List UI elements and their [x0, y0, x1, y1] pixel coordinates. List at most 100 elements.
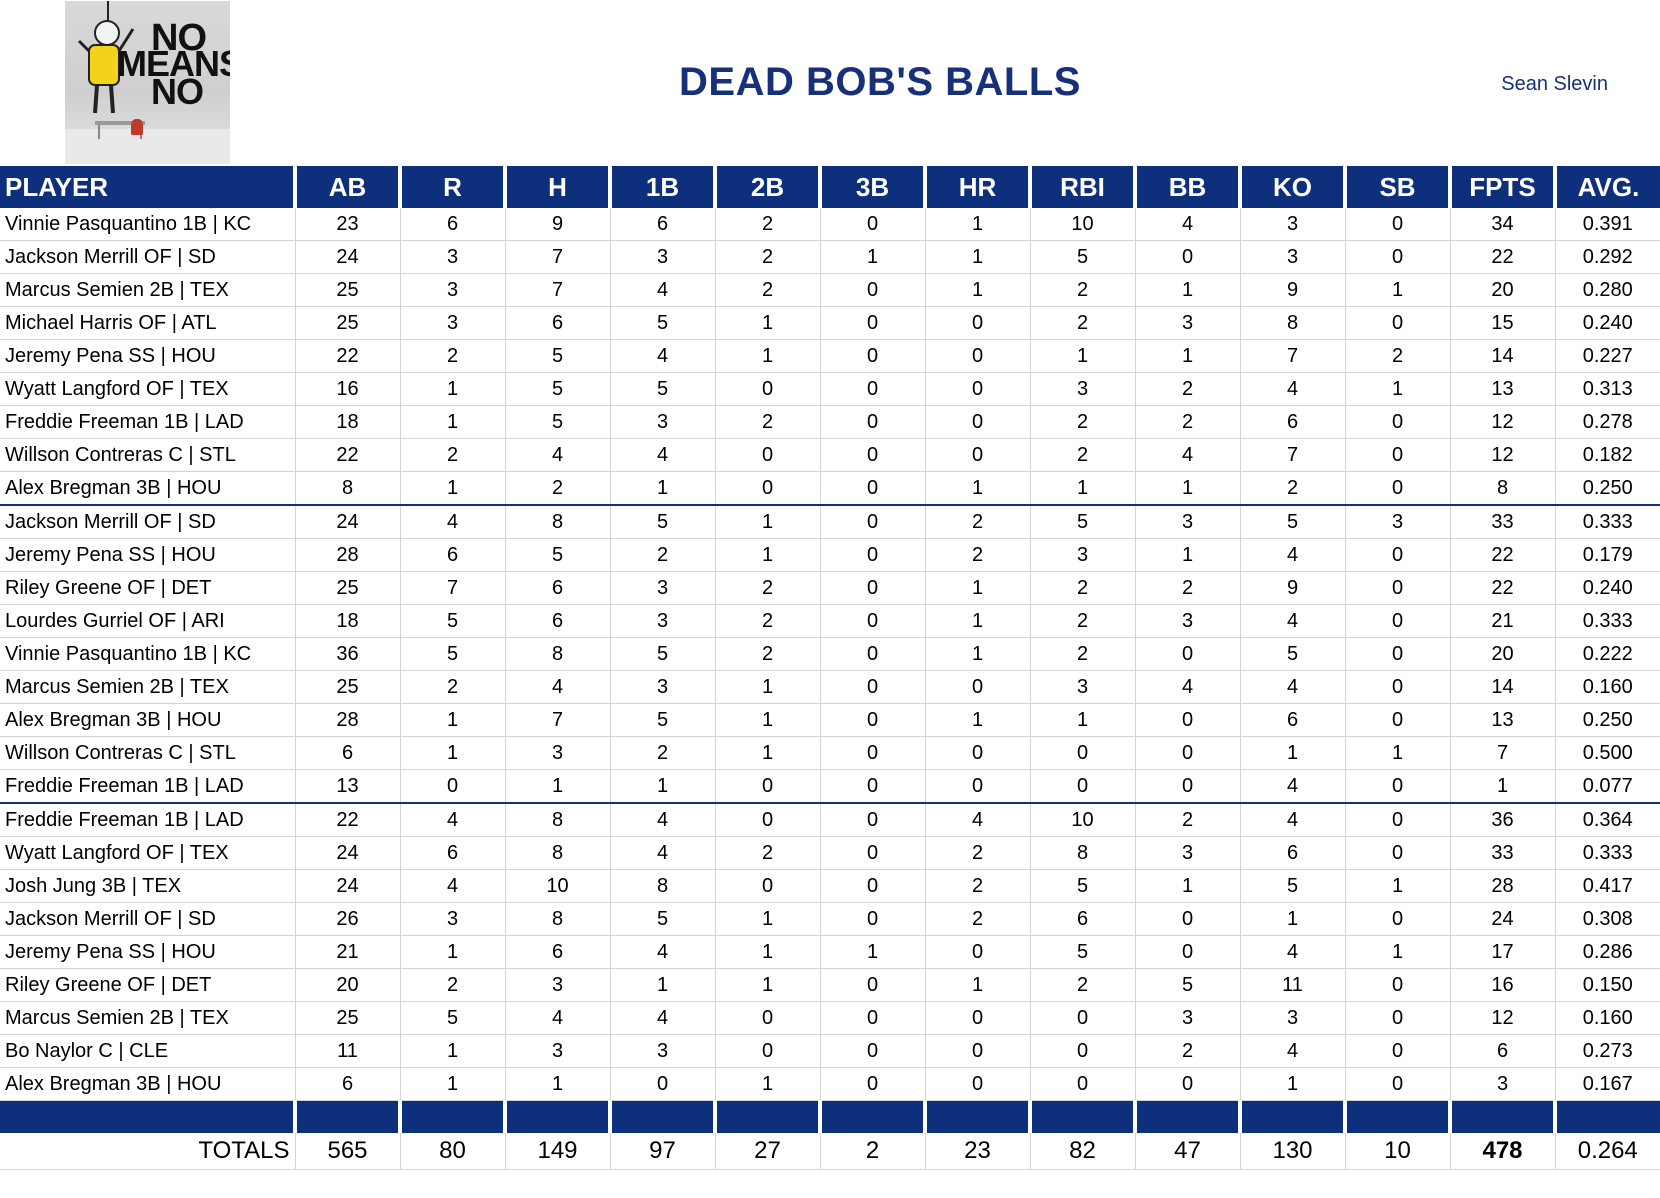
stat-cell: 2: [925, 538, 1031, 572]
stat-cell: 14: [1450, 339, 1556, 373]
stat-cell: 36: [1450, 803, 1556, 837]
stat-cell: 4: [1135, 670, 1241, 704]
stat-cell: 2: [1030, 306, 1136, 340]
stat-cell: 0: [1135, 935, 1241, 969]
stat-cell: 1: [610, 769, 716, 804]
stat-cell: 0: [715, 372, 821, 406]
stat-cell: 1: [1030, 471, 1136, 506]
stat-cell: 28: [295, 538, 401, 572]
stat-cell: 1: [1030, 339, 1136, 373]
table-row: Michael Harris OF | ATL 25 3 6 5 1 0 0 2 3 8 0 15 0.2…: [0, 306, 1660, 340]
stat-cell: 5: [505, 372, 611, 406]
stat-cell: 0.364: [1555, 803, 1660, 837]
stat-cell: 3: [610, 670, 716, 704]
column-header-2b: 2B: [715, 166, 822, 208]
stat-cell: 1: [925, 240, 1031, 274]
stat-cell: 0: [820, 471, 926, 506]
stat-cell: 1: [715, 703, 821, 737]
table-row: Jackson Merrill OF | SD 24 4 8 5 1 0 2 5 3 5 3 33 0.3…: [0, 505, 1660, 539]
totals-cell: 10: [1345, 1133, 1451, 1170]
stat-cell: 4: [925, 803, 1031, 837]
stat-cell: 0.182: [1555, 438, 1660, 472]
stat-cell: 1: [1240, 902, 1346, 936]
stat-cell: 2: [925, 836, 1031, 870]
table-row: Wyatt Langford OF | TEX 16 1 5 5 0 0 0 3 2 4 1 13 0.3…: [0, 372, 1660, 406]
stat-cell: 2: [400, 968, 506, 1002]
stat-cell: 6: [400, 208, 506, 241]
column-header-hr: HR: [925, 166, 1032, 208]
stat-cell: 4: [505, 1001, 611, 1035]
stat-cell: 5: [610, 703, 716, 737]
stat-cell: 0: [925, 769, 1031, 804]
stat-cell: 0: [925, 736, 1031, 770]
divider-cell: [715, 1100, 822, 1133]
stat-cell: 2: [1030, 405, 1136, 439]
totals-cell: 47: [1135, 1133, 1241, 1170]
table-row: Freddie Freeman 1B | LAD 18 1 5 3 2 0 0 2 2 6 0 12 0.…: [0, 405, 1660, 439]
stat-cell: 1: [715, 736, 821, 770]
stat-cell: 0: [1345, 769, 1451, 804]
table-body: Vinnie Pasquantino 1B | KC 23 6 9 6 2 0 1 10 4 3 0 3…: [0, 208, 1660, 1170]
player-cell: Alex Bregman 3B | HOU: [0, 1067, 296, 1101]
stat-cell: 0.179: [1555, 538, 1660, 572]
player-cell: Marcus Semien 2B | TEX: [0, 1001, 296, 1035]
stat-cell: 5: [1240, 637, 1346, 671]
stat-cell: 6: [1030, 902, 1136, 936]
stat-cell: 4: [610, 273, 716, 307]
stat-cell: 1: [925, 968, 1031, 1002]
stat-cell: 4: [400, 505, 506, 539]
stat-cell: 3: [1345, 505, 1451, 539]
stat-cell: 0: [820, 769, 926, 804]
stat-cell: 0: [1345, 836, 1451, 870]
stat-cell: 2: [400, 438, 506, 472]
stat-cell: 6: [1450, 1034, 1556, 1068]
stat-cell: 11: [295, 1034, 401, 1068]
stat-cell: 3: [1240, 1001, 1346, 1035]
stat-cell: 0: [610, 1067, 716, 1101]
stat-cell: 8: [1030, 836, 1136, 870]
stat-cell: 0: [715, 869, 821, 903]
stat-cell: 6: [1240, 703, 1346, 737]
stat-cell: 0: [1345, 670, 1451, 704]
stat-cell: 20: [295, 968, 401, 1002]
stat-cell: 5: [1030, 935, 1136, 969]
stat-cell: 2: [1345, 339, 1451, 373]
stat-cell: 1: [715, 968, 821, 1002]
totals-cell: 97: [610, 1133, 716, 1170]
stat-cell: 22: [295, 803, 401, 837]
stat-cell: 2: [1030, 571, 1136, 605]
stat-cell: 24: [295, 869, 401, 903]
divider-cell: [1555, 1100, 1660, 1133]
stat-cell: 17: [1450, 935, 1556, 969]
table-header-row: PLAYER AB R H 1B 2B 3B HR RBI BB KO SB FPTS AVG.: [0, 166, 1660, 208]
stat-cell: 3: [610, 571, 716, 605]
stat-cell: 0: [925, 935, 1031, 969]
stat-cell: 1: [1030, 703, 1136, 737]
stat-cell: 0: [1030, 1067, 1136, 1101]
stat-cell: 1: [925, 571, 1031, 605]
stat-cell: 2: [715, 208, 821, 241]
stat-cell: 13: [295, 769, 401, 804]
stat-cell: 1: [505, 769, 611, 804]
stat-cell: 1: [1240, 736, 1346, 770]
stat-cell: 0.160: [1555, 1001, 1660, 1035]
stat-cell: 10: [1030, 208, 1136, 241]
stat-cell: 3: [1135, 604, 1241, 638]
stat-cell: 3: [505, 736, 611, 770]
stat-cell: 0: [1345, 902, 1451, 936]
divider-cell: [400, 1100, 507, 1133]
stat-cell: 26: [295, 902, 401, 936]
stat-cell: 5: [610, 372, 716, 406]
stat-cell: 7: [505, 273, 611, 307]
stat-cell: 5: [400, 637, 506, 671]
player-cell: Marcus Semien 2B | TEX: [0, 273, 296, 307]
stat-cell: 0: [925, 405, 1031, 439]
stat-cell: 0: [820, 637, 926, 671]
stat-cell: 1: [1345, 372, 1451, 406]
stat-cell: 1: [1345, 273, 1451, 307]
column-header-1b: 1B: [610, 166, 717, 208]
stat-cell: 0: [715, 769, 821, 804]
totals-cell: 149: [505, 1133, 611, 1170]
logo-text-means: MEANS: [117, 43, 230, 84]
stat-cell: 6: [400, 538, 506, 572]
